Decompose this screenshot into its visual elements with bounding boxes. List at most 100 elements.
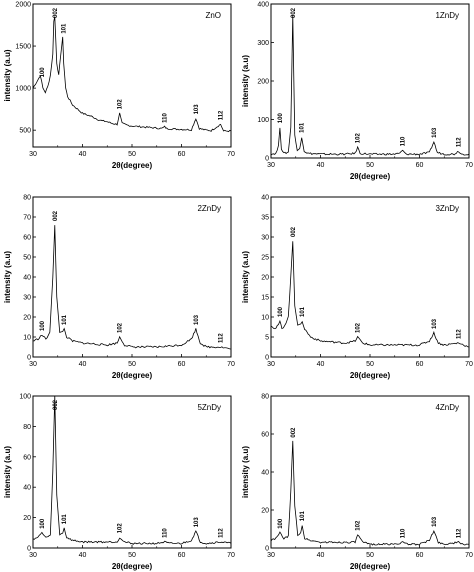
sample-label: 4ZnDy (435, 403, 459, 412)
y-tick-label: 10 (261, 315, 269, 322)
xrd-pattern-line (270, 241, 470, 348)
peak-label: 112 (219, 528, 225, 538)
peak-label: 002 (291, 7, 297, 18)
y-tick-label: 25 (261, 255, 269, 262)
peak-label: 002 (53, 399, 59, 410)
y-axis-label: intensity (a.u) (241, 251, 250, 303)
x-tick-label: 50 (366, 361, 374, 368)
xrd-pattern-line (32, 395, 232, 545)
y-tick-label: 500 (19, 128, 31, 135)
x-axis-label: 2θ(degree) (350, 371, 391, 380)
peak-label: 112 (457, 329, 463, 339)
plot-frame (270, 395, 470, 549)
x-tick-label: 60 (178, 151, 186, 158)
y-tick-label: 0 (265, 546, 269, 553)
xrd-pattern-line (270, 440, 470, 546)
x-axis-label: 2θ(degree) (112, 562, 153, 571)
peak-label: 002 (291, 226, 297, 237)
x-tick-label: 50 (366, 162, 374, 169)
peak-label: 112 (219, 333, 225, 343)
y-tick-label: 30 (261, 235, 269, 242)
x-tick-label: 60 (178, 361, 186, 368)
y-tick-label: 1000 (15, 86, 31, 93)
peak-label: 103 (432, 516, 438, 527)
y-tick-label: 20 (23, 515, 31, 522)
plot-frame (270, 3, 470, 159)
sample-label: ZnO (205, 11, 221, 20)
y-tick-label: 70 (23, 215, 31, 222)
peak-label: 101 (62, 314, 68, 325)
peak-label: 102 (118, 523, 124, 534)
x-axis-label: 2θ(degree) (350, 562, 391, 571)
x-tick-label: 50 (128, 151, 136, 158)
peak-label: 102 (118, 322, 124, 333)
y-axis-label: intensity (a.u) (3, 446, 12, 498)
xrd-panel-4: 30 40 50 60 70 0 5 10 15 20 25 30 35 40 2θ(degree) inte… (241, 195, 473, 381)
peak-label: 101 (300, 306, 306, 317)
xrd-panel-6: 30 40 50 60 70 0 20 40 60 80 2θ(degree) intensity (… (241, 394, 473, 572)
peak-label: 101 (300, 122, 306, 133)
x-tick-label: 40 (317, 361, 325, 368)
x-tick-label: 60 (416, 552, 424, 559)
peak-label: 103 (194, 517, 200, 528)
x-tick-label: 70 (227, 552, 235, 559)
x-tick-label: 40 (317, 552, 325, 559)
y-tick-label: 40 (261, 470, 269, 477)
y-tick-label: 60 (23, 454, 31, 461)
x-axis-label: 2θ(degree) (112, 371, 153, 380)
x-tick-label: 30 (267, 552, 275, 559)
y-tick-label: 60 (23, 235, 31, 242)
y-tick-label: 0 (265, 156, 269, 163)
peak-label: 002 (53, 210, 59, 221)
peak-label: 100 (40, 518, 46, 529)
peak-label: 110 (401, 528, 407, 538)
x-tick-label: 60 (416, 162, 424, 169)
y-tick-label: 100 (19, 394, 31, 401)
x-tick-label: 70 (465, 552, 473, 559)
peak-label: 100 (278, 113, 284, 124)
peak-label: 112 (457, 528, 463, 538)
x-tick-label: 50 (366, 552, 374, 559)
x-tick-label: 70 (465, 361, 473, 368)
y-tick-label: 10 (23, 335, 31, 342)
x-axis-label: 2θ(degree) (112, 161, 153, 170)
peak-label: 100 (40, 320, 46, 331)
y-tick-label: 0 (265, 355, 269, 362)
y-tick-label: 300 (257, 40, 269, 47)
xrd-panel-5: 30 40 50 60 70 0 20 40 60 80 100 2θ(degree) intensit… (3, 394, 235, 572)
x-tick-label: 60 (416, 361, 424, 368)
sample-label: 5ZnDy (197, 403, 221, 412)
x-tick-label: 30 (29, 361, 37, 368)
peak-label: 110 (163, 528, 169, 538)
y-tick-label: 80 (261, 394, 269, 401)
peak-label: 101 (62, 514, 68, 525)
x-tick-label: 70 (227, 361, 235, 368)
x-tick-label: 30 (29, 151, 37, 158)
peak-label: 102 (118, 99, 124, 110)
peak-label: 102 (356, 133, 362, 144)
peak-label: 101 (62, 23, 68, 34)
peak-label: 110 (401, 136, 407, 146)
x-tick-label: 50 (128, 361, 136, 368)
y-axis-label: intensity (a.u) (3, 49, 12, 101)
y-tick-label: 400 (257, 2, 269, 9)
sample-label: 3ZnDy (435, 204, 459, 213)
sample-label: 1ZnDy (435, 11, 459, 20)
y-tick-label: 20 (23, 315, 31, 322)
x-tick-label: 70 (227, 151, 235, 158)
y-tick-label: 15 (261, 295, 269, 302)
peak-label: 101 (300, 511, 306, 522)
y-tick-label: 50 (23, 255, 31, 262)
xrd-pattern-line (32, 16, 232, 133)
y-tick-label: 40 (261, 195, 269, 202)
x-tick-label: 50 (128, 552, 136, 559)
y-tick-label: 40 (23, 485, 31, 492)
y-axis-label: intensity (a.u) (241, 446, 250, 498)
y-tick-label: 0 (27, 355, 31, 362)
plot-frame (32, 196, 232, 358)
x-tick-label: 30 (267, 361, 275, 368)
x-tick-label: 70 (465, 162, 473, 169)
peak-label: 002 (291, 427, 297, 438)
xrd-panel-1: 30 40 50 60 70 500 1000 1500 2000 2θ(degree) inten… (3, 2, 235, 171)
